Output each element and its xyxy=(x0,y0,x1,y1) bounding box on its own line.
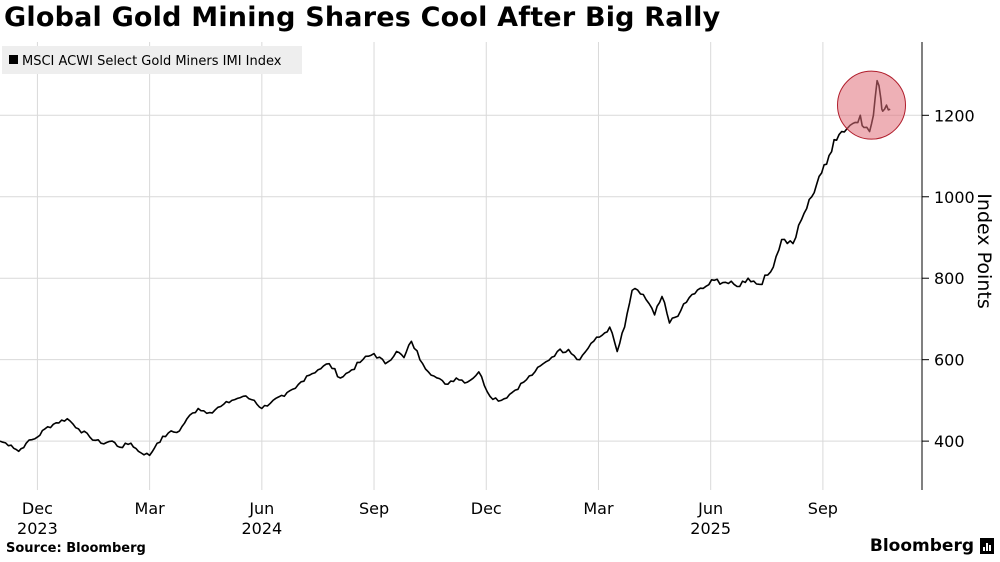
x-tick-label: Dec xyxy=(471,499,502,518)
x-tick-label: Jun xyxy=(697,499,723,518)
bloomberg-logo: Bloomberg xyxy=(870,536,994,556)
legend-box xyxy=(2,46,302,74)
legend: MSCI ACWI Select Gold Miners IMI Index xyxy=(2,46,302,74)
x-tick-label: Mar xyxy=(135,499,166,518)
x-year-label: 2025 xyxy=(690,519,731,538)
y-tick-label: 1000 xyxy=(934,188,975,207)
annotation-group xyxy=(837,70,907,140)
legend-swatch xyxy=(9,55,18,64)
x-tick-label: Mar xyxy=(583,499,614,518)
y-tick-label: 800 xyxy=(934,269,965,288)
y-tick-label: 400 xyxy=(934,432,965,451)
x-year-label: 2023 xyxy=(17,519,58,538)
x-tick-label: Jun xyxy=(248,499,274,518)
x-tick-label: Dec xyxy=(22,499,53,518)
x-tick-label: Sep xyxy=(808,499,838,518)
chart-title: Global Gold Mining Shares Cool After Big… xyxy=(4,2,721,33)
y-tick-label: 600 xyxy=(934,351,965,370)
series-line-gold-miners xyxy=(0,79,891,457)
grid-lines xyxy=(0,42,922,490)
y-tick-label: 1200 xyxy=(934,106,975,125)
legend-label: MSCI ACWI Select Gold Miners IMI Index xyxy=(22,54,282,69)
y-axis-label: Index Points xyxy=(973,193,995,308)
x-tick-label: Sep xyxy=(359,499,389,518)
source-note: Source: Bloomberg xyxy=(6,541,146,556)
brand-name: Bloomberg xyxy=(869,536,974,556)
highlight-circle xyxy=(837,70,907,140)
x-year-label: 2024 xyxy=(241,519,282,538)
bloomberg-terminal-icon xyxy=(980,538,994,554)
series-group xyxy=(0,79,891,457)
